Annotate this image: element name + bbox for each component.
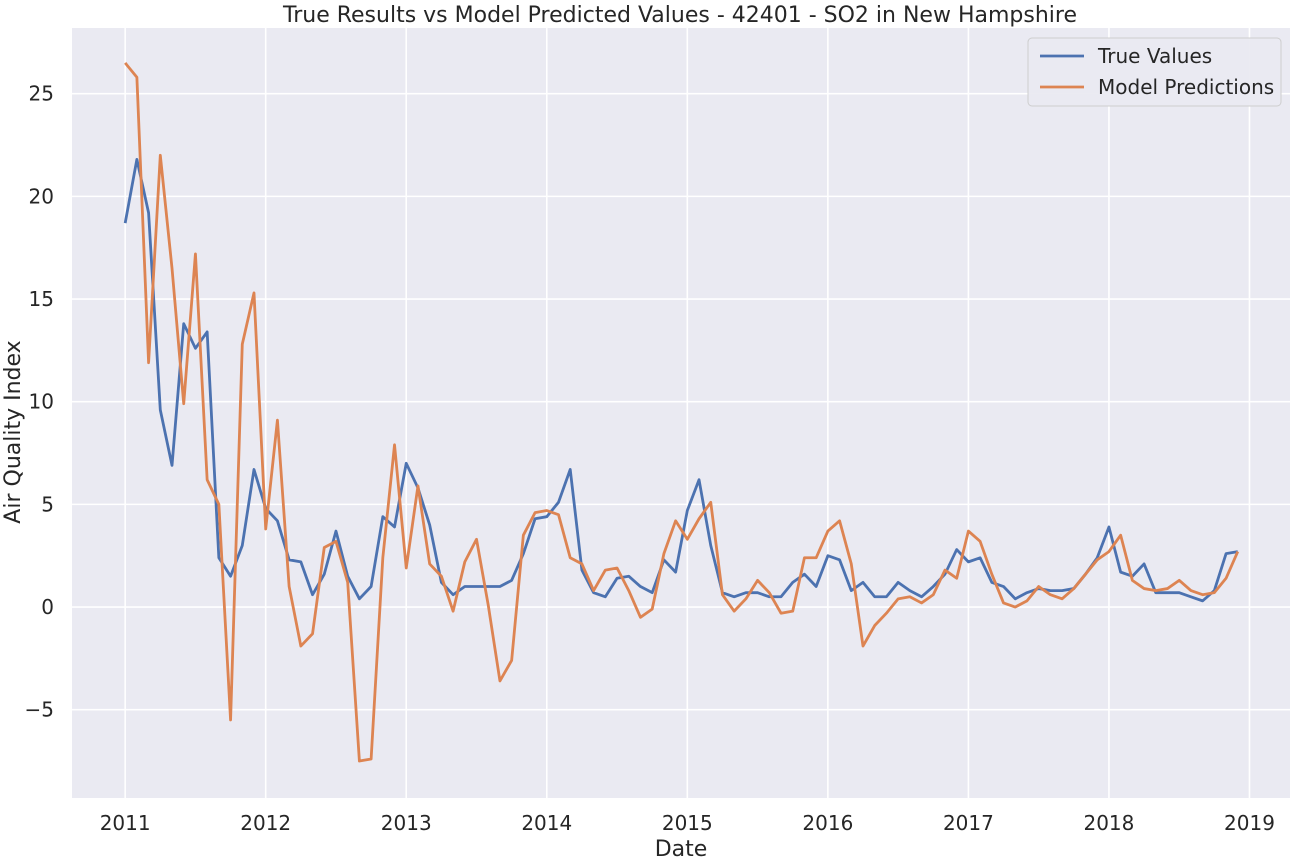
legend: True Values Model Predictions bbox=[1027, 37, 1282, 107]
y-tick-label: 0 bbox=[41, 595, 54, 619]
y-tick-labels: −5 0 5 10 15 20 25 bbox=[25, 82, 54, 722]
grid bbox=[72, 28, 1290, 798]
x-tick-label: 2016 bbox=[802, 811, 853, 835]
x-tick-label: 2015 bbox=[662, 811, 713, 835]
series-layer bbox=[123, 62, 1240, 763]
y-tick-label: 10 bbox=[29, 390, 54, 414]
x-tick-label: 2019 bbox=[1224, 811, 1275, 835]
x-tick-labels: 2011 2012 2013 2014 2015 2016 2017 2018 2019 bbox=[100, 811, 1275, 835]
y-tick-label: 25 bbox=[29, 82, 54, 106]
x-axis-label: Date bbox=[655, 837, 708, 862]
y-tick-label: 5 bbox=[41, 492, 54, 516]
series-model-predictions bbox=[124, 62, 1240, 763]
plot-area bbox=[72, 28, 1290, 798]
y-tick-label: 20 bbox=[29, 184, 54, 208]
x-tick-label: 2018 bbox=[1083, 811, 1134, 835]
legend-label-model-predictions: Model Predictions bbox=[1098, 75, 1274, 99]
y-tick-label: 15 bbox=[29, 287, 54, 311]
y-axis-label: Air Quality Index bbox=[1, 340, 26, 523]
x-tick-label: 2011 bbox=[100, 811, 151, 835]
y-tick-label: −5 bbox=[25, 698, 54, 722]
series-true-values bbox=[123, 158, 1239, 603]
x-tick-label: 2014 bbox=[521, 811, 572, 835]
x-tick-label: 2013 bbox=[381, 811, 432, 835]
legend-label-true-values: True Values bbox=[1097, 44, 1212, 68]
chart-title: True Results vs Model Predicted Values -… bbox=[282, 3, 1077, 28]
x-tick-label: 2017 bbox=[943, 811, 994, 835]
legend-box bbox=[1027, 37, 1282, 107]
x-tick-label: 2012 bbox=[240, 811, 291, 835]
